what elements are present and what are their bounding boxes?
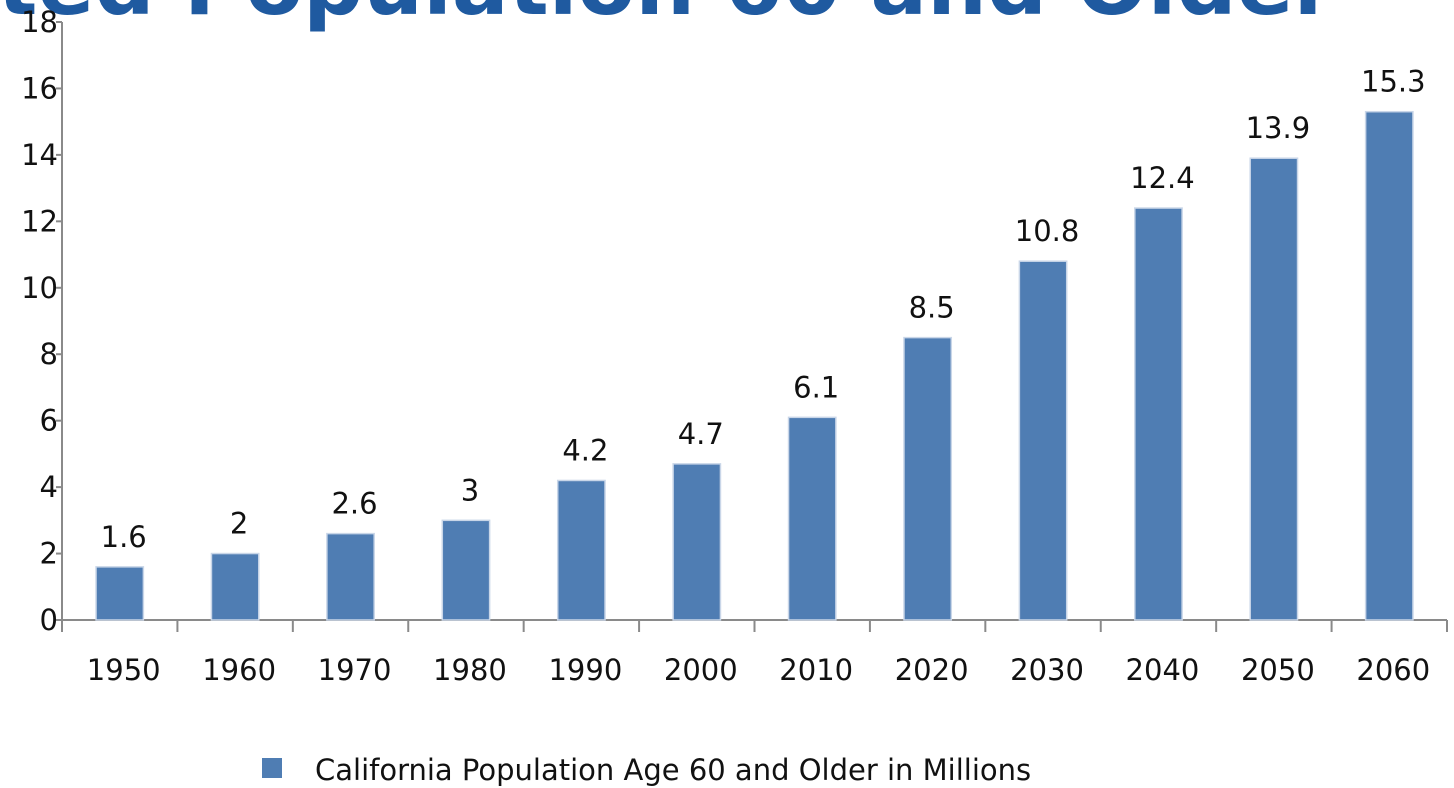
bar [441,519,491,621]
x-tick-label: 2050 [1241,653,1315,687]
bar [1134,207,1183,621]
y-tick-label: 16 [21,71,58,105]
data-label: 6.1 [793,370,839,404]
x-tick-label: 2020 [895,653,969,687]
data-label: 10.8 [1015,214,1080,248]
bar [1364,110,1414,621]
data-label: 1.6 [101,520,147,554]
x-tick-label: 2040 [1126,653,1200,687]
legend-label: California Population Age 60 and Older i… [315,753,1031,787]
y-tick-label: 12 [21,204,58,238]
x-tick-label: 2010 [779,653,853,687]
data-label: 2.6 [331,487,377,521]
data-label: 12.4 [1130,161,1195,195]
bar [1018,260,1068,621]
y-tick-label: 2 [40,537,58,571]
y-tick-label: 6 [40,404,58,438]
bar [672,463,722,621]
y-tick-label: 8 [40,337,58,371]
bar [787,416,837,621]
data-label: 2 [230,507,248,541]
data-label: 4.7 [678,417,724,451]
bar [95,566,145,621]
y-tick-label: 4 [40,470,58,504]
bar [903,336,953,621]
x-tick-label: 1980 [433,653,507,687]
bar [556,479,606,621]
x-tick-label: 2000 [664,653,738,687]
y-tick-label: 0 [40,603,58,637]
x-tick-label: 1990 [548,653,622,687]
bar [210,552,260,621]
y-tick-label: 14 [21,138,58,172]
x-tick-label: 1960 [202,653,276,687]
x-tick-label: 2060 [1356,653,1430,687]
data-label: 4.2 [562,433,608,467]
bar [1249,157,1299,621]
data-label: 15.3 [1361,65,1426,99]
x-tick-label: 2030 [1010,653,1084,687]
x-tick-label: 1950 [87,653,161,687]
y-tick-label: 18 [21,5,58,39]
data-label: 13.9 [1246,111,1311,145]
chart-title: Projected Population 60 and Older [0,0,1336,34]
x-tick-label: 1970 [318,653,392,687]
bar [326,532,375,621]
y-tick-label: 10 [21,271,58,305]
legend-swatch [262,758,282,778]
data-label: 8.5 [909,291,955,325]
data-label: 3 [461,473,479,507]
